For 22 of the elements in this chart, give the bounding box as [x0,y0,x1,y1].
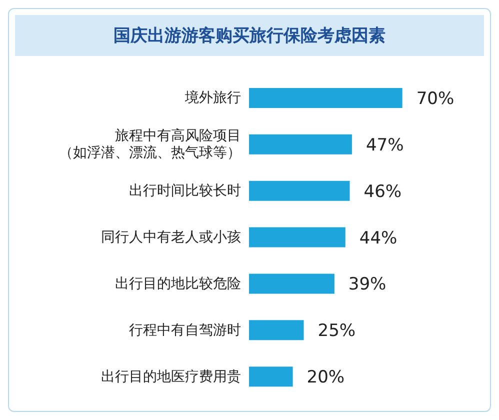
bar [249,366,293,387]
bar [249,88,402,108]
chart-title: 国庆出游游客购买旅行保险考虑因素 [15,15,484,56]
y-tick-label: 境外旅行 [184,90,241,106]
bar [249,180,350,201]
data-label: 39% [348,274,386,295]
bar [249,274,334,294]
data-label: 20% [306,368,345,388]
data-label: 47% [366,135,404,156]
y-tick-label: 行程中有自驾游时 [129,322,241,338]
data-label: 25% [318,321,356,342]
y-tick-label: 出行目的地比较危险 [115,276,241,292]
bar [249,227,346,248]
y-tick-label: 出行目的地医疗费用贵 [101,368,241,385]
y-tick-label: 旅程中有高风险项目（如浮潜、漂流、热气球等） [59,128,241,162]
data-label: 70% [416,89,454,110]
data-label: 46% [364,182,402,202]
y-tick-label: 同行人中有老人或小孩 [101,230,241,246]
bar [249,320,304,340]
bar [249,134,352,154]
y-tick-label: 出行时间比较长时 [129,183,241,200]
data-label: 44% [359,228,398,248]
